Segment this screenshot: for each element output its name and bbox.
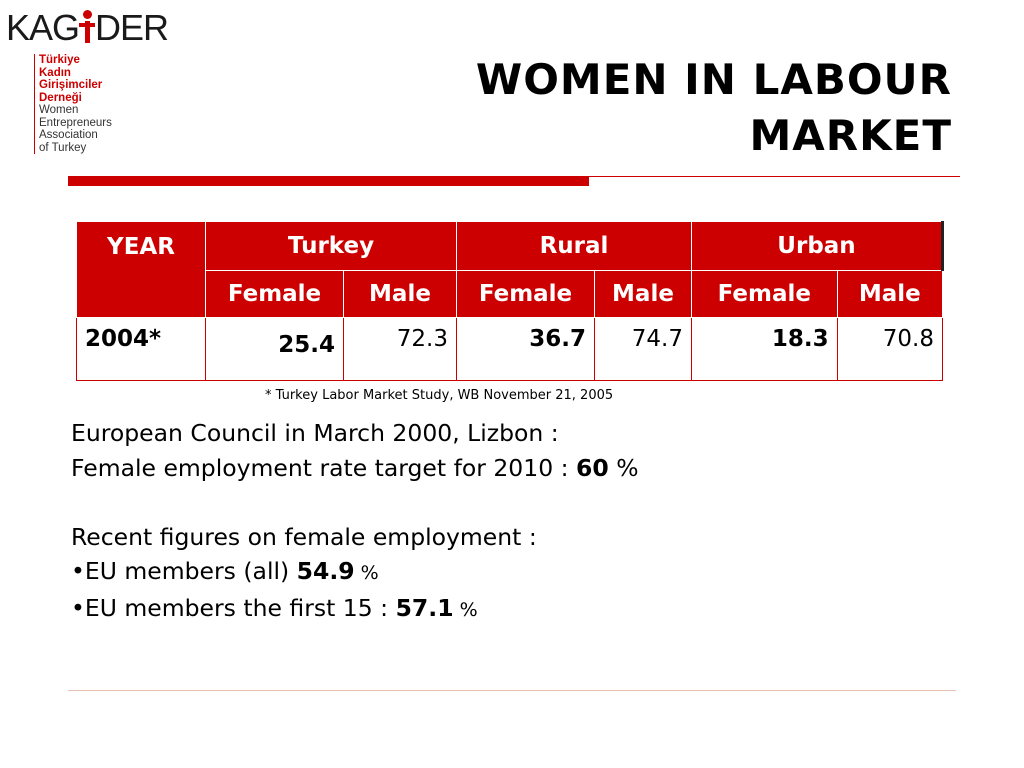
spacer <box>71 485 639 520</box>
eu-all-value: 54.9 <box>296 557 355 585</box>
eu-15-value: 57.1 <box>395 593 454 622</box>
subheader-cell: Female <box>456 270 595 318</box>
cell-urban-male: 70.8 <box>836 317 944 381</box>
table-row: 2004* 25.4 72.3 36.7 74.7 18.3 70.8 <box>76 317 944 381</box>
table-footnote: * Turkey Labor Market Study, WB November… <box>265 388 614 403</box>
header-rural: Rural <box>456 221 692 271</box>
target-value: 60 <box>576 453 609 482</box>
header-turkey: Turkey <box>205 221 457 271</box>
bottom-rule <box>68 690 956 691</box>
logo-line-tr: Derneği <box>39 91 82 104</box>
body-line: Recent figures on female employment : <box>71 522 537 551</box>
logo-line-en: Women <box>39 104 79 116</box>
subheader-cell: Female <box>691 270 838 318</box>
person-icon <box>79 10 96 44</box>
logo-line-tr: Girişimciler <box>39 79 103 91</box>
cell-rural-female: 36.7 <box>456 317 595 381</box>
body-line: Female employment rate target for 2010 :… <box>71 453 639 482</box>
subheader-cell: Male <box>836 270 944 318</box>
cell-turkey-male: 72.3 <box>343 317 457 381</box>
logo-line-en: of Turkey <box>39 141 87 154</box>
subheader-cell: Male <box>594 270 692 318</box>
subheader-cell: Male <box>343 270 457 318</box>
cell-turkey-female: 25.4 <box>205 317 344 381</box>
cell-rural-male: 74.7 <box>594 317 692 381</box>
logo-line-tr: Türkiye <box>39 54 80 66</box>
header-urban: Urban <box>691 221 944 271</box>
body-text: European Council in March 2000, Lizbon :… <box>71 416 639 627</box>
title-rule-thin <box>589 176 960 177</box>
bullet-item: •EU members the first 15 : 57.1 % <box>71 593 478 622</box>
kagider-logo: KAG DER Türkiye Kadın Girişimciler Derneğ… <box>6 7 169 158</box>
title-rule-thick <box>68 176 589 186</box>
slide-title: WOMEN IN LABOUR MARKET <box>475 55 952 160</box>
cell-urban-female: 18.3 <box>691 317 838 381</box>
logo-wordmark: KAG DER <box>6 7 169 48</box>
cell-year: 2004* <box>76 317 206 381</box>
bullet-item: •EU members (all) 54.9 % <box>71 557 379 585</box>
logo-line-en: Entrepreneurs <box>39 116 112 129</box>
subheader-cell: Female <box>205 270 344 318</box>
table-header-row: YEAR Turkey Rural Urban <box>76 221 944 318</box>
body-line: European Council in March 2000, Lizbon : <box>71 419 559 447</box>
labour-table: YEAR Turkey Rural Urban Female Male Fema… <box>76 221 944 381</box>
logo-subtitle: Türkiye Kadın Girişimciler Derneği Women… <box>34 54 112 154</box>
header-year: YEAR <box>76 221 206 318</box>
logo-line-tr: Kadın <box>39 66 71 79</box>
logo-line-en: Association <box>39 129 98 141</box>
table-subheader-row: Female Male Female Male Female Male <box>77 270 944 318</box>
